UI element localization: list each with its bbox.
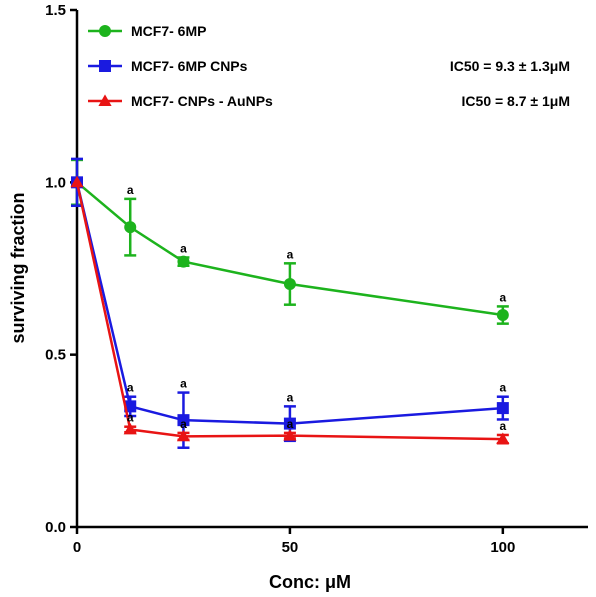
series-layer xyxy=(70,157,510,449)
data-point xyxy=(496,432,510,445)
y-axis-title: surviving fraction xyxy=(8,192,28,343)
significance-label: a xyxy=(287,247,294,261)
data-point xyxy=(283,417,296,430)
legend-marker xyxy=(99,25,111,37)
x-tick-label: 50 xyxy=(282,539,299,556)
significance-label: a xyxy=(499,290,506,304)
data-point xyxy=(176,429,191,442)
axes: 0.0 0.5 1.0 1.5 0 50 100 xyxy=(45,2,588,556)
significance-label: a xyxy=(180,417,187,431)
x-tick-label: 100 xyxy=(490,539,515,556)
data-point xyxy=(177,414,190,427)
y-tick-label: 0.5 xyxy=(45,347,66,364)
legend-label: MCF7- 6MP CNPs xyxy=(131,58,248,74)
data-point xyxy=(496,402,509,415)
data-point xyxy=(70,175,84,188)
significance-label: a xyxy=(180,377,187,391)
ic50-annotation-1: IC50 = 9.3 ± 1.3μM xyxy=(450,58,570,74)
legend-item-2: MCF7- 6MP CNPs xyxy=(88,58,248,74)
legend-label: MCF7- 6MP xyxy=(131,23,206,39)
data-point xyxy=(496,309,509,322)
legend: MCF7- 6MP MCF7- 6MP CNPs MCF7- CNPs - AuNP… xyxy=(88,23,273,109)
significance-label: a xyxy=(499,381,506,395)
significance-label: a xyxy=(287,390,294,404)
x-axis-title: Conc: μM xyxy=(269,572,351,592)
series-2 xyxy=(71,157,509,449)
series-3 xyxy=(70,175,510,445)
legend-marker xyxy=(98,94,112,106)
legend-item-1: MCF7- 6MP xyxy=(88,23,206,39)
data-point xyxy=(124,400,137,413)
y-tick-label: 1.0 xyxy=(45,174,66,191)
legend-label: MCF7- CNPs - AuNPs xyxy=(131,93,273,109)
series-1 xyxy=(71,158,509,325)
significance-label: a xyxy=(499,419,506,433)
data-point xyxy=(124,221,137,234)
data-point xyxy=(283,278,296,291)
significance-label: a xyxy=(127,183,134,197)
x-tick-label: 0 xyxy=(73,539,81,556)
y-tick-label: 1.5 xyxy=(45,2,66,19)
data-point xyxy=(177,255,190,268)
legend-marker xyxy=(99,60,111,72)
ic50-annotation-2: IC50 = 8.7 ± 1μM xyxy=(462,93,570,109)
data-point xyxy=(283,429,297,441)
significance-label: a xyxy=(127,411,134,425)
significance-label: a xyxy=(180,241,187,255)
significance-label: a xyxy=(127,381,134,395)
y-tick-label: 0.0 xyxy=(45,519,66,536)
significance-label: a xyxy=(287,417,294,431)
legend-item-3: MCF7- CNPs - AuNPs xyxy=(88,93,273,109)
data-point xyxy=(123,422,137,435)
